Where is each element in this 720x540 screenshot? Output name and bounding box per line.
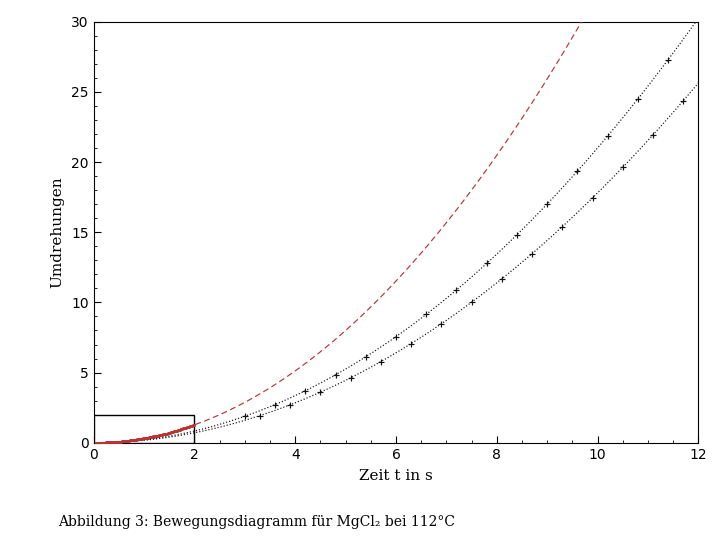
Y-axis label: Umdrehungen: Umdrehungen xyxy=(50,177,64,288)
Text: Abbildung 3: Bewegungsdiagramm für MgCl₂ bei 112°C: Abbildung 3: Bewegungsdiagramm für MgCl₂… xyxy=(58,515,454,529)
Bar xyxy=(94,415,194,443)
X-axis label: Zeit t in s: Zeit t in s xyxy=(359,469,433,483)
